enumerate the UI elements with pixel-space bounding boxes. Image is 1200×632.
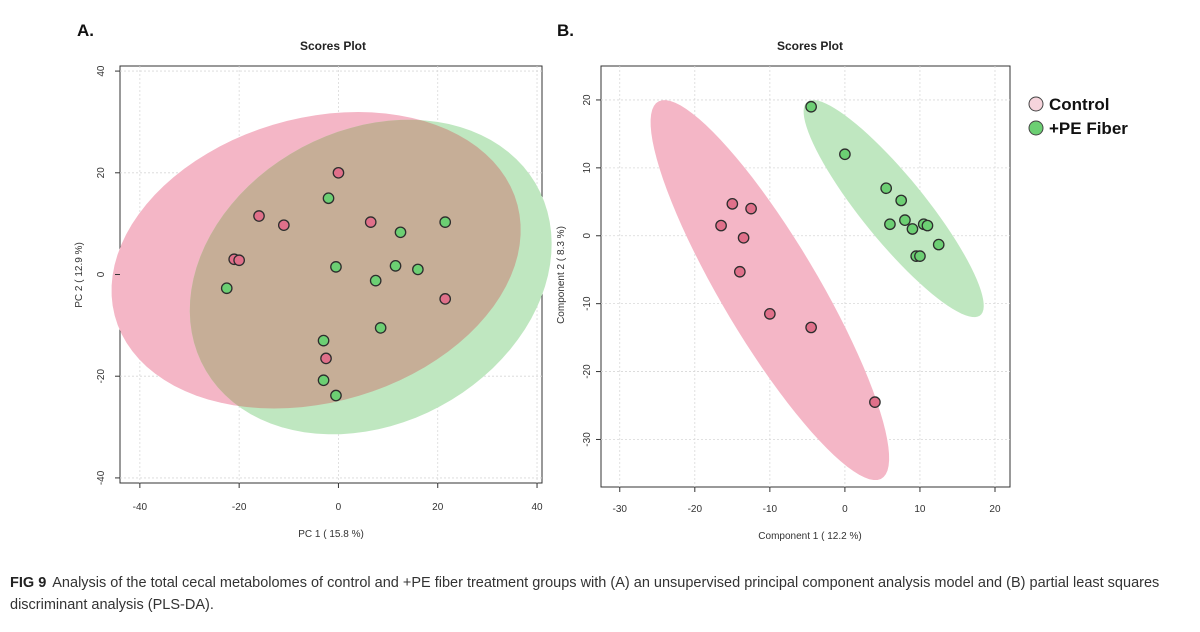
point-control — [253, 210, 265, 222]
panel-b-letter: B. — [557, 21, 574, 40]
y-tick-label: 20 — [582, 94, 593, 106]
point-pe-fiber — [895, 194, 908, 207]
y-tick-label: 0 — [582, 233, 593, 239]
panel-b-title: Scores Plot — [777, 39, 843, 53]
point-control — [737, 231, 750, 244]
panel-b-y-axis-label: Component 2 ( 8.3 %) — [556, 226, 567, 324]
point-control — [805, 321, 817, 334]
x-tick-label: -30 — [613, 504, 628, 515]
point-control — [233, 254, 246, 267]
panel-b-ticks: -30 -20 -10 0 10 20 -30 -20 -10 0 10 20 — [582, 94, 1001, 515]
point-pe-fiber — [914, 250, 926, 262]
panel-a-points — [220, 166, 452, 402]
point-control — [715, 219, 727, 232]
x-tick-label: 20 — [432, 502, 444, 513]
caption-label: FIG 9 — [10, 575, 47, 591]
point-pe-fiber — [839, 148, 851, 161]
x-tick-label: -10 — [763, 504, 778, 515]
panel-b-x-axis-label: Component 1 ( 12.2 %) — [758, 531, 861, 542]
point-pe-fiber — [394, 226, 407, 239]
panel-a-letter: A. — [77, 21, 94, 40]
point-pe-fiber — [412, 263, 424, 276]
ellipse-control — [650, 100, 890, 481]
x-tick-label: -20 — [232, 502, 247, 513]
y-tick-label: 20 — [96, 167, 107, 179]
legend-item-control: Control — [1028, 95, 1109, 114]
y-tick-label: -30 — [582, 432, 593, 447]
point-pe-fiber — [389, 260, 402, 272]
y-tick-label: -20 — [582, 364, 593, 379]
point-pe-fiber — [880, 182, 893, 195]
point-control — [726, 197, 739, 210]
y-tick-label: -40 — [96, 470, 107, 485]
point-control — [439, 293, 452, 305]
panel-a-ticks: -40 -20 0 20 40 -40 -20 0 20 40 — [96, 65, 543, 513]
point-control — [277, 219, 290, 232]
point-pe-fiber — [921, 219, 934, 232]
point-control — [745, 202, 757, 215]
panel-a-title: Scores Plot — [300, 39, 366, 53]
x-tick-label: 0 — [336, 502, 342, 513]
panel-a-ellipses — [111, 112, 552, 435]
legend-marker-pe-fiber — [1028, 120, 1044, 136]
x-tick-label: -40 — [133, 502, 148, 513]
point-pe-fiber — [317, 374, 330, 387]
point-control — [332, 166, 345, 179]
panel-a-pca-plot: A. Scores Plot -40 -20 0 20 40 -40 -20 0 20 40 PC… — [74, 21, 552, 540]
panel-b-plsda-plot: B. Scores Plot -30 -20 -10 0 10 20 -30 -20 -10 0 1… — [556, 21, 1011, 542]
point-control — [869, 396, 881, 408]
x-tick-label: 0 — [842, 504, 848, 515]
x-tick-label: 40 — [531, 502, 543, 513]
legend-label-pe-fiber: +PE Fiber — [1049, 119, 1128, 138]
point-pe-fiber — [932, 238, 945, 251]
point-pe-fiber — [374, 322, 387, 334]
point-control — [764, 307, 776, 320]
point-pe-fiber — [805, 100, 817, 113]
point-pe-fiber — [322, 192, 335, 205]
point-pe-fiber — [369, 274, 382, 287]
y-tick-label: 40 — [96, 65, 107, 77]
figure-caption: FIG 9 Analysis of the total cecal metabol… — [10, 572, 1192, 616]
legend-item-pe-fiber: +PE Fiber — [1028, 119, 1128, 138]
y-tick-label: -20 — [96, 369, 107, 384]
point-pe-fiber — [330, 261, 342, 273]
point-pe-fiber — [899, 214, 911, 226]
point-control — [733, 265, 746, 278]
x-tick-label: -20 — [688, 504, 703, 515]
panel-a-y-axis-label: PC 2 ( 12.9 %) — [74, 242, 85, 308]
point-control — [320, 352, 332, 365]
y-tick-label: 10 — [582, 162, 593, 174]
y-tick-label: 0 — [96, 271, 107, 277]
point-pe-fiber — [317, 334, 330, 347]
legend-marker-control — [1028, 96, 1044, 112]
point-pe-fiber — [906, 223, 919, 235]
point-pe-fiber — [330, 389, 342, 402]
x-tick-label: 20 — [989, 504, 1001, 515]
legend-label-control: Control — [1049, 95, 1109, 114]
panel-a-x-axis-label: PC 1 ( 15.8 %) — [298, 529, 364, 540]
legend: Control +PE Fiber — [1028, 95, 1128, 138]
panel-b-points — [715, 100, 945, 408]
point-pe-fiber — [884, 218, 896, 231]
point-control — [364, 216, 377, 228]
x-tick-label: 10 — [914, 504, 926, 515]
point-pe-fiber — [439, 216, 452, 228]
caption-text: Analysis of the total cecal metabolomes … — [10, 575, 1160, 613]
point-pe-fiber — [220, 282, 233, 295]
y-tick-label: -10 — [582, 296, 593, 311]
